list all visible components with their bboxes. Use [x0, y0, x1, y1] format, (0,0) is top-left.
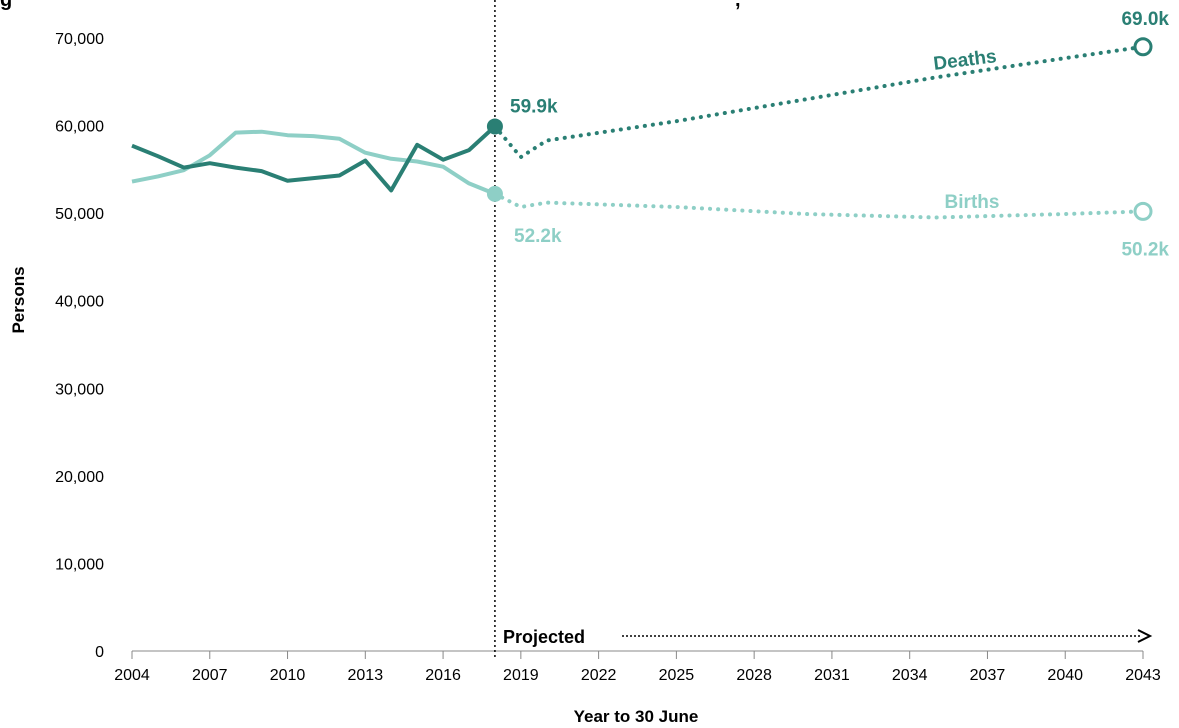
- deaths-projected-line: [492, 44, 1145, 160]
- x-tick-label: 2016: [425, 667, 461, 684]
- y-tick-label: 20,000: [55, 469, 104, 486]
- deaths-start-point: [486, 118, 503, 135]
- x-tick-label: 2037: [970, 667, 1006, 684]
- x-tick-label: 2025: [659, 667, 695, 684]
- deaths-start-label: 59.9k: [510, 96, 558, 117]
- y-tick-label: 10,000: [55, 556, 104, 573]
- deaths-end-label: 69.0k: [1121, 9, 1169, 30]
- y-tick-label: 30,000: [55, 381, 104, 398]
- births-end-point: [1133, 201, 1153, 221]
- y-tick-label: 0: [95, 644, 104, 661]
- projected-label: Projected: [503, 627, 585, 647]
- x-tick-label: 2022: [581, 667, 617, 684]
- y-tick-label: 60,000: [55, 119, 104, 136]
- births-projected-line: [492, 191, 1145, 220]
- deaths-actual-line: [131, 124, 497, 193]
- births-start-point: [486, 185, 503, 202]
- x-tick-label: 2040: [1047, 667, 1083, 684]
- births-start-label: 52.2k: [514, 226, 562, 247]
- births-end-label: 50.2k: [1121, 239, 1169, 260]
- y-axis: 0 10,000 20,000 30,000 40,000 50,000 60,000 70,…: [55, 31, 104, 661]
- x-tick-label: 2043: [1125, 667, 1161, 684]
- x-tick-label: 2028: [736, 667, 772, 684]
- y-tick-label: 70,000: [55, 31, 104, 48]
- x-tick-label: 2007: [192, 667, 228, 684]
- x-tick-label: 2031: [814, 667, 850, 684]
- x-tick-label: 2013: [348, 667, 384, 684]
- x-axis-title: Year to 30 June: [574, 707, 699, 726]
- x-axis: 2004 2007 2010 2013 2016 2019 2022 2025 2028 2031…: [114, 650, 1161, 684]
- chart-title-fragment: g: [0, 0, 12, 11]
- x-tick-label: 2034: [892, 667, 928, 684]
- x-tick-label: 2010: [270, 667, 306, 684]
- projected-arrow-head: [1137, 629, 1153, 643]
- y-tick-label: 40,000: [55, 294, 104, 311]
- births-series-label: Births: [945, 192, 1000, 213]
- x-tick-label: 2019: [503, 667, 539, 684]
- y-tick-label: 50,000: [55, 206, 104, 223]
- y-axis-title: Persons: [9, 266, 28, 333]
- births-actual-line: [131, 129, 496, 196]
- chart-title-fragment-comma: ,: [735, 0, 741, 11]
- deaths-end-point: [1133, 37, 1153, 57]
- x-tick-label: 2004: [114, 667, 150, 684]
